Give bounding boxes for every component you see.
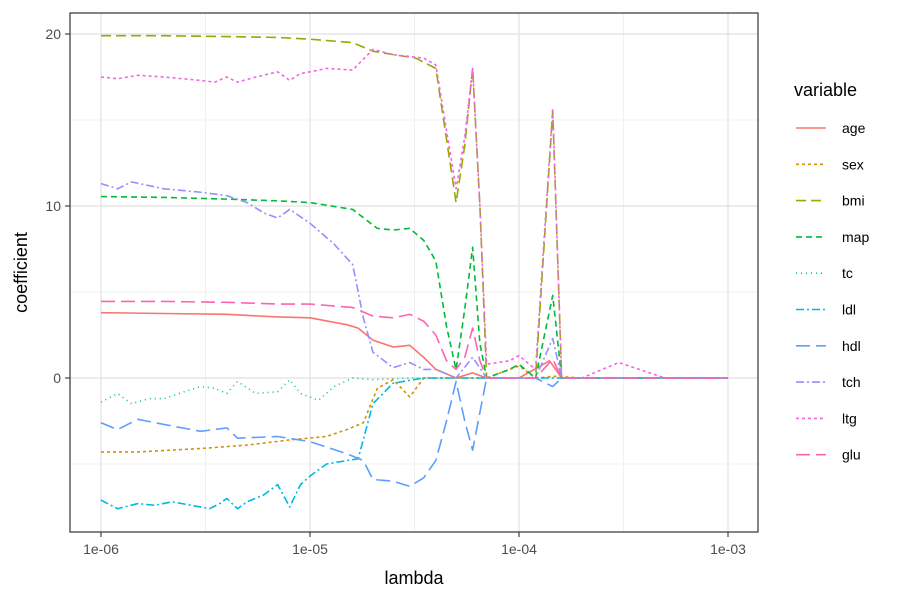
panel-border (69, 12, 759, 533)
legend-label-age: age (842, 120, 866, 136)
series-lines (100, 34, 728, 510)
plot-panel (69, 12, 759, 533)
legend-label-tch: tch (842, 374, 861, 390)
minor-gridlines (70, 13, 758, 532)
x-tick-label: 1e-06 (83, 541, 119, 557)
x-axis-title: lambda (384, 568, 444, 588)
x-tick-label: 1e-05 (292, 541, 328, 557)
legend: variable age sex bmi map tc ldl hdl tch ltg glu (794, 80, 869, 463)
major-gridlines (70, 13, 758, 532)
y-tick-label: 0 (53, 370, 61, 386)
legend-label-map: map (842, 229, 869, 245)
y-axis-title: coefficient (11, 232, 31, 313)
legend-label-tc: tc (842, 265, 853, 281)
y-tick-label: 20 (45, 26, 61, 42)
legend-label-bmi: bmi (842, 193, 865, 209)
x-tick-label: 1e-03 (710, 541, 746, 557)
x-tick-label: 1e-04 (501, 541, 537, 557)
series-line-map (100, 195, 728, 379)
series-line-hdl (100, 377, 728, 488)
series-line-ltg (100, 48, 728, 379)
series-line-glu (101, 300, 728, 379)
series-line-tch (100, 181, 728, 379)
axes: 1e-06 1e-05 1e-04 1e-03 0 10 20 lambda coefficie… (11, 26, 746, 588)
legend-title: variable (794, 80, 857, 100)
legend-label-hdl: hdl (842, 338, 861, 354)
y-tick-label: 10 (45, 198, 61, 214)
legend-label-ldl: ldl (842, 302, 856, 318)
legend-label-glu: glu (842, 447, 861, 463)
legend-label-ltg: ltg (842, 410, 857, 426)
legend-label-sex: sex (842, 156, 864, 172)
series-line-ldl (100, 377, 728, 510)
series-line-age (100, 311, 728, 379)
